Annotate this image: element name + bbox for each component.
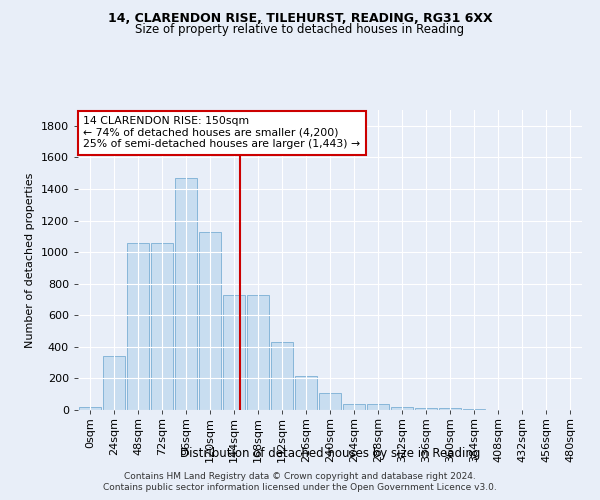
Bar: [271, 342, 293, 410]
Text: 14, CLARENDON RISE, TILEHURST, READING, RG31 6XX: 14, CLARENDON RISE, TILEHURST, READING, …: [107, 12, 493, 26]
Bar: [127, 242, 149, 410]
Bar: [415, 408, 437, 410]
Text: Contains HM Land Registry data © Crown copyright and database right 2024.: Contains HM Land Registry data © Crown c…: [124, 472, 476, 481]
Bar: [391, 407, 413, 410]
Bar: [199, 232, 221, 410]
Text: Distribution of detached houses by size in Reading: Distribution of detached houses by size …: [180, 448, 480, 460]
Bar: [103, 356, 125, 410]
Bar: [367, 404, 389, 410]
Bar: [175, 178, 197, 410]
Bar: [247, 294, 269, 410]
Bar: [79, 407, 101, 410]
Bar: [295, 376, 317, 410]
Bar: [343, 404, 365, 410]
Bar: [319, 392, 341, 410]
Bar: [223, 294, 245, 410]
Bar: [151, 242, 173, 410]
Bar: [439, 408, 461, 410]
Text: Contains public sector information licensed under the Open Government Licence v3: Contains public sector information licen…: [103, 484, 497, 492]
Text: Size of property relative to detached houses in Reading: Size of property relative to detached ho…: [136, 22, 464, 36]
Y-axis label: Number of detached properties: Number of detached properties: [25, 172, 35, 348]
Text: 14 CLARENDON RISE: 150sqm
← 74% of detached houses are smaller (4,200)
25% of se: 14 CLARENDON RISE: 150sqm ← 74% of detac…: [83, 116, 360, 149]
Bar: [463, 409, 485, 410]
